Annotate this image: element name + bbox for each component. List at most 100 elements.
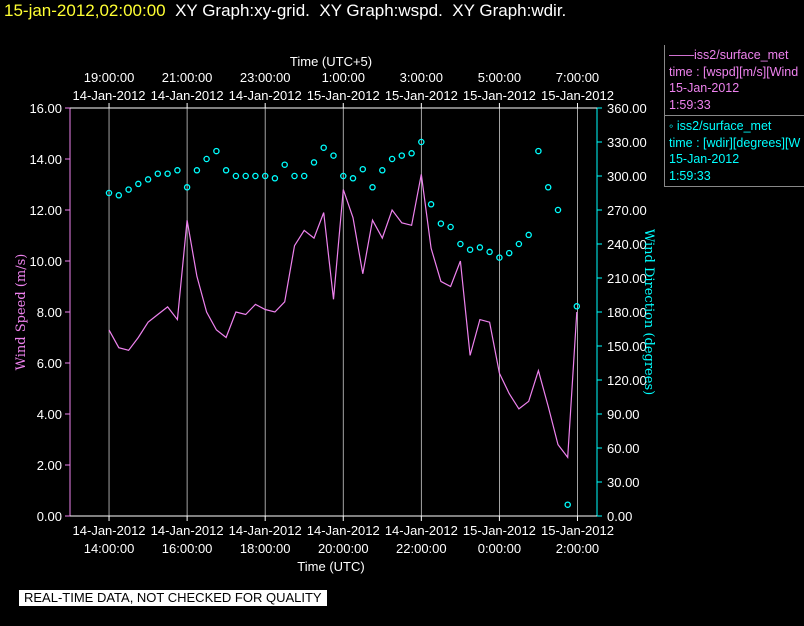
wind-direction-point [232, 172, 240, 180]
wind-direction-point [525, 231, 532, 239]
y2-tick-label: 90.00 [607, 407, 640, 422]
legend-entry-wspd: ——iss2/surface_met time : [wspd][m/s][Wi… [664, 45, 804, 116]
y2-tick-label: 60.00 [607, 441, 640, 456]
x-tick-time: 16:00:00 [162, 541, 213, 556]
wind-direction-point [379, 167, 386, 174]
wind-direction-point [261, 172, 269, 180]
wind-direction-point [330, 152, 337, 159]
wind-direction-point [418, 138, 425, 146]
y2-tick-label: 360.00 [607, 101, 647, 116]
y-tick-label: 8.00 [37, 305, 62, 320]
wind-direction-point [408, 150, 415, 157]
wind-direction-point [554, 206, 562, 214]
y-tick-label: 6.00 [37, 356, 62, 371]
y-tick-label: 16.00 [29, 101, 62, 116]
wind-direction-point [437, 220, 445, 227]
x2-tick-date: 15-Jan-2012 [385, 88, 458, 103]
y2-tick-label: 150.00 [607, 339, 647, 354]
wind-direction-point [544, 184, 552, 191]
wind-direction-point [349, 175, 357, 182]
x2-tick-date: 15-Jan-2012 [463, 88, 536, 103]
y-tick-label: 2.00 [37, 458, 62, 473]
legend-wdir-time: 1:59:33 [669, 168, 711, 183]
x-tick-date: 15-Jan-2012 [541, 523, 614, 538]
wind-direction-point [515, 240, 523, 248]
legend-wspd-name: iss2/surface_met [694, 48, 789, 62]
wind-direction-point [466, 246, 474, 253]
chart-title: 15-jan-2012,02:00:00 XY Graph:xy-grid. X… [4, 1, 566, 21]
legend: ——iss2/surface_met time : [wspd][m/s][Wi… [664, 45, 804, 187]
x2-tick-date: 14-Jan-2012 [151, 88, 224, 103]
wind-direction-point [447, 223, 454, 231]
y2-tick-label: 120.00 [607, 373, 647, 388]
legend-marker-swatch: ◦ [669, 119, 677, 133]
quality-warning-label: REAL-TIME DATA, NOT CHECKED FOR QUALITY [19, 590, 327, 606]
x-tick-time: 22:00:00 [396, 541, 447, 556]
y-tick-label: 14.00 [29, 152, 62, 167]
wind-direction-point [105, 189, 113, 197]
wind-direction-point [300, 172, 308, 180]
wind-direction-point [398, 152, 406, 159]
x2-tick-time: 3:00:00 [400, 70, 443, 85]
wind-direction-point [203, 155, 210, 163]
y-tick-label: 0.00 [37, 509, 62, 524]
legend-wspd-date: 15-Jan-2012 [669, 81, 740, 95]
legend-wdir-name: iss2/surface_met [676, 119, 772, 133]
wind-direction-point [144, 176, 152, 183]
wind-direction-point [564, 501, 571, 508]
wind-direction-point [271, 175, 279, 182]
x2-tick-date: 15-Jan-2012 [307, 88, 380, 103]
x2-tick-date: 14-Jan-2012 [73, 88, 146, 103]
x-tick-date: 14-Jan-2012 [73, 523, 146, 538]
y2-tick-label: 0.00 [607, 509, 632, 524]
x-tick-date: 14-Jan-2012 [229, 523, 302, 538]
legend-wdir-date: 15-Jan-2012 [669, 152, 740, 166]
wind-direction-point [505, 249, 513, 257]
wind-direction-point [457, 240, 464, 248]
title-graph-list: XY Graph:xy-grid. XY Graph:wspd. XY Grap… [175, 1, 567, 20]
wind-direction-point [281, 161, 288, 168]
x2-tick-date: 15-Jan-2012 [541, 88, 614, 103]
wind-direction-point [427, 201, 435, 208]
x-tick-date: 15-Jan-2012 [463, 523, 536, 538]
wind-direction-point [573, 303, 581, 310]
y-tick-label: 12.00 [29, 203, 62, 218]
legend-wdir-var: time : [wdir][degrees][W [669, 135, 801, 150]
wind-speed-series [108, 174, 578, 460]
legend-line-swatch: —— [669, 48, 694, 62]
y2-tick-label: 300.00 [607, 169, 647, 184]
x2-tick-time: 7:00:00 [556, 70, 599, 85]
top-x-axis-label: Time (UTC+5) [290, 54, 372, 69]
y2-tick-label: 210.00 [607, 271, 647, 286]
y-tick-label: 10.00 [29, 254, 62, 269]
wind-direction-point [388, 155, 396, 163]
legend-wspd-name-row: ——iss2/surface_met [669, 47, 804, 64]
wind-direction-series [105, 138, 581, 508]
tick-labels: 14-Jan-2012 14:00:00 14-Jan-2012 16:00:00 14… [29, 70, 646, 556]
x-tick-time: 0:00:00 [478, 541, 521, 556]
x-axis-label: Time (UTC) [297, 559, 364, 574]
plot-axes [69, 107, 598, 517]
title-timestamp: 15-jan-2012,02:00:00 [4, 1, 166, 20]
legend-wdir-name-row: ◦ iss2/surface_met [669, 118, 804, 135]
wind-direction-point [115, 192, 123, 199]
wind-direction-point [135, 180, 142, 188]
wind-direction-point [164, 170, 171, 177]
y-tick-label: 4.00 [37, 407, 62, 422]
wind-direction-point [291, 172, 298, 180]
wind-speed-line [108, 174, 578, 460]
x-tick-time: 2:00:00 [556, 541, 599, 556]
x2-tick-date: 14-Jan-2012 [229, 88, 302, 103]
wind-direction-point [252, 172, 259, 180]
wind-direction-point [174, 167, 181, 174]
x2-tick-time: 23:00:00 [240, 70, 291, 85]
x2-tick-time: 21:00:00 [162, 70, 213, 85]
y2-tick-label: 240.00 [607, 237, 647, 252]
x2-tick-time: 5:00:00 [478, 70, 521, 85]
wind-direction-point [242, 172, 249, 180]
x-tick-time: 18:00:00 [240, 541, 291, 556]
wind-direction-point [476, 244, 484, 251]
wind-direction-point [310, 159, 318, 166]
x-tick-date: 14-Jan-2012 [151, 523, 224, 538]
